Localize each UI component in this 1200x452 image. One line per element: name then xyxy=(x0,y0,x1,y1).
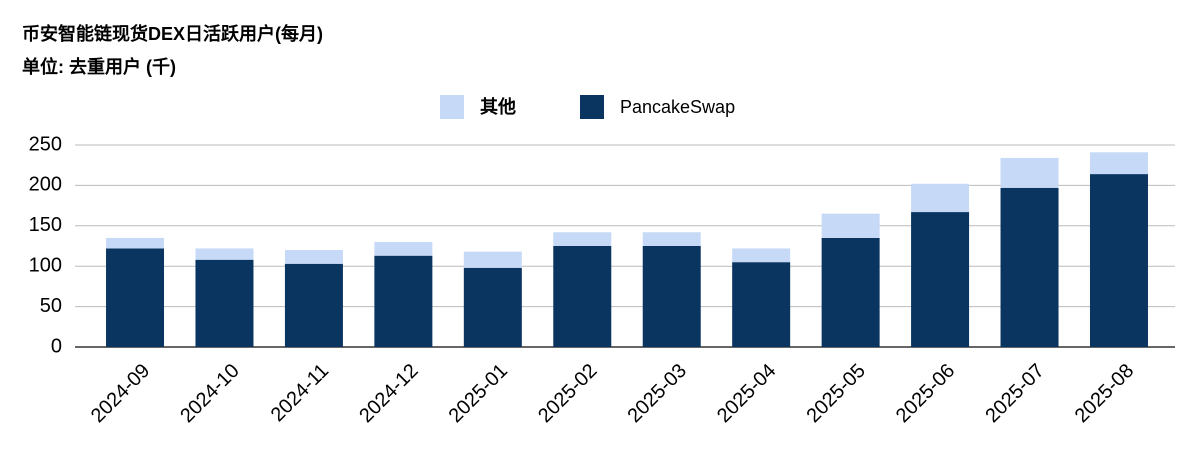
y-tick-label: 200 xyxy=(29,174,62,196)
x-tick-label: 2024-12 xyxy=(355,360,422,427)
bar-segment xyxy=(463,267,522,347)
legend-swatch xyxy=(440,95,464,119)
bar-segment xyxy=(1000,187,1059,347)
bar-segment xyxy=(284,263,343,347)
bar-segment xyxy=(106,248,165,347)
x-tick-label: 2025-05 xyxy=(802,360,869,427)
y-tick-label: 50 xyxy=(40,295,62,317)
bar-segment xyxy=(642,232,701,246)
x-tick-label: 2024-09 xyxy=(87,360,154,427)
bar-segment xyxy=(1089,174,1148,347)
x-tick-label: 2025-01 xyxy=(445,360,512,427)
y-tick-label: 100 xyxy=(29,254,62,276)
x-tick-label: 2025-07 xyxy=(981,360,1048,427)
x-tick-label: 2024-10 xyxy=(176,360,243,427)
bar-segment xyxy=(195,259,254,347)
bar-segment xyxy=(732,262,791,347)
legend-label: 其他 xyxy=(480,96,516,117)
bar-segment xyxy=(911,183,970,213)
bar-segment xyxy=(821,213,880,238)
x-tick-label: 2025-02 xyxy=(534,360,601,427)
legend-label: PancakeSwap xyxy=(620,97,735,117)
bar-segment xyxy=(553,232,612,246)
legend-swatch xyxy=(580,95,604,119)
bar-segment xyxy=(284,250,343,264)
bar-segment xyxy=(195,248,254,260)
bar-segment xyxy=(911,212,970,347)
bar-segment xyxy=(463,251,522,268)
x-tick-label: 2025-03 xyxy=(624,360,691,427)
chart-title: 币安智能链现货DEX日活跃用户(每月) xyxy=(22,23,323,44)
bar-segment xyxy=(374,255,433,347)
chart-subtitle: 单位: 去重用户 (千) xyxy=(22,56,176,77)
bar-segment xyxy=(821,237,880,347)
bar-segment xyxy=(106,237,165,249)
bar-segment xyxy=(1000,157,1059,188)
bar-segment xyxy=(642,246,701,347)
bar-segment xyxy=(553,246,612,347)
y-tick-label: 250 xyxy=(29,133,62,155)
y-tick-label: 150 xyxy=(29,214,62,236)
x-tick-label: 2025-08 xyxy=(1071,360,1138,427)
x-tick-label: 2024-11 xyxy=(267,360,333,426)
bar-segment xyxy=(732,248,791,263)
bar-segment xyxy=(1089,152,1148,175)
y-tick-label: 0 xyxy=(51,335,62,357)
x-tick-label: 2025-04 xyxy=(713,360,780,427)
bar-segment xyxy=(374,241,433,256)
x-tick-label: 2025-06 xyxy=(892,360,959,427)
